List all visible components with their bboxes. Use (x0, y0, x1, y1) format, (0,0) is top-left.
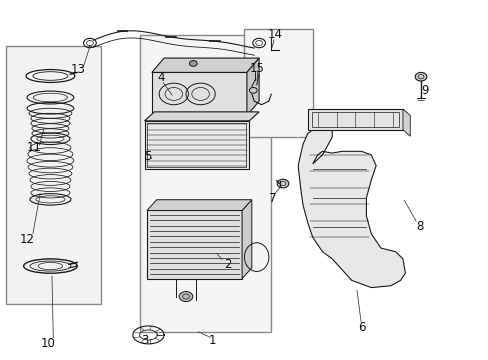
Text: 4: 4 (158, 71, 165, 84)
Circle shape (189, 60, 197, 66)
Text: 6: 6 (357, 321, 365, 334)
Bar (140, 35, 271, 332)
Bar (307, 109, 402, 130)
Polygon shape (246, 58, 259, 116)
Text: 12: 12 (20, 233, 35, 246)
Bar (244, 30, 312, 137)
Polygon shape (298, 130, 405, 288)
Circle shape (277, 179, 288, 188)
Text: 7: 7 (268, 192, 276, 205)
Bar (144, 121, 249, 169)
Text: 11: 11 (26, 141, 41, 154)
Text: 2: 2 (223, 258, 231, 271)
Text: 10: 10 (41, 337, 56, 350)
Bar (152, 72, 246, 116)
Text: 14: 14 (266, 28, 282, 41)
Text: 9: 9 (420, 84, 428, 97)
Text: 13: 13 (70, 63, 85, 76)
Text: 8: 8 (415, 220, 423, 233)
Circle shape (414, 72, 426, 81)
Bar (5, 45, 101, 304)
Text: 5: 5 (144, 150, 151, 163)
Polygon shape (152, 58, 259, 72)
Polygon shape (144, 112, 259, 121)
Text: 3: 3 (141, 334, 148, 347)
Bar (311, 112, 398, 127)
Polygon shape (242, 200, 251, 279)
Text: 15: 15 (249, 62, 264, 75)
Polygon shape (402, 109, 409, 136)
Polygon shape (147, 200, 251, 211)
Circle shape (179, 292, 192, 302)
Bar (147, 123, 246, 167)
Text: 1: 1 (209, 334, 216, 347)
Bar (147, 211, 242, 279)
